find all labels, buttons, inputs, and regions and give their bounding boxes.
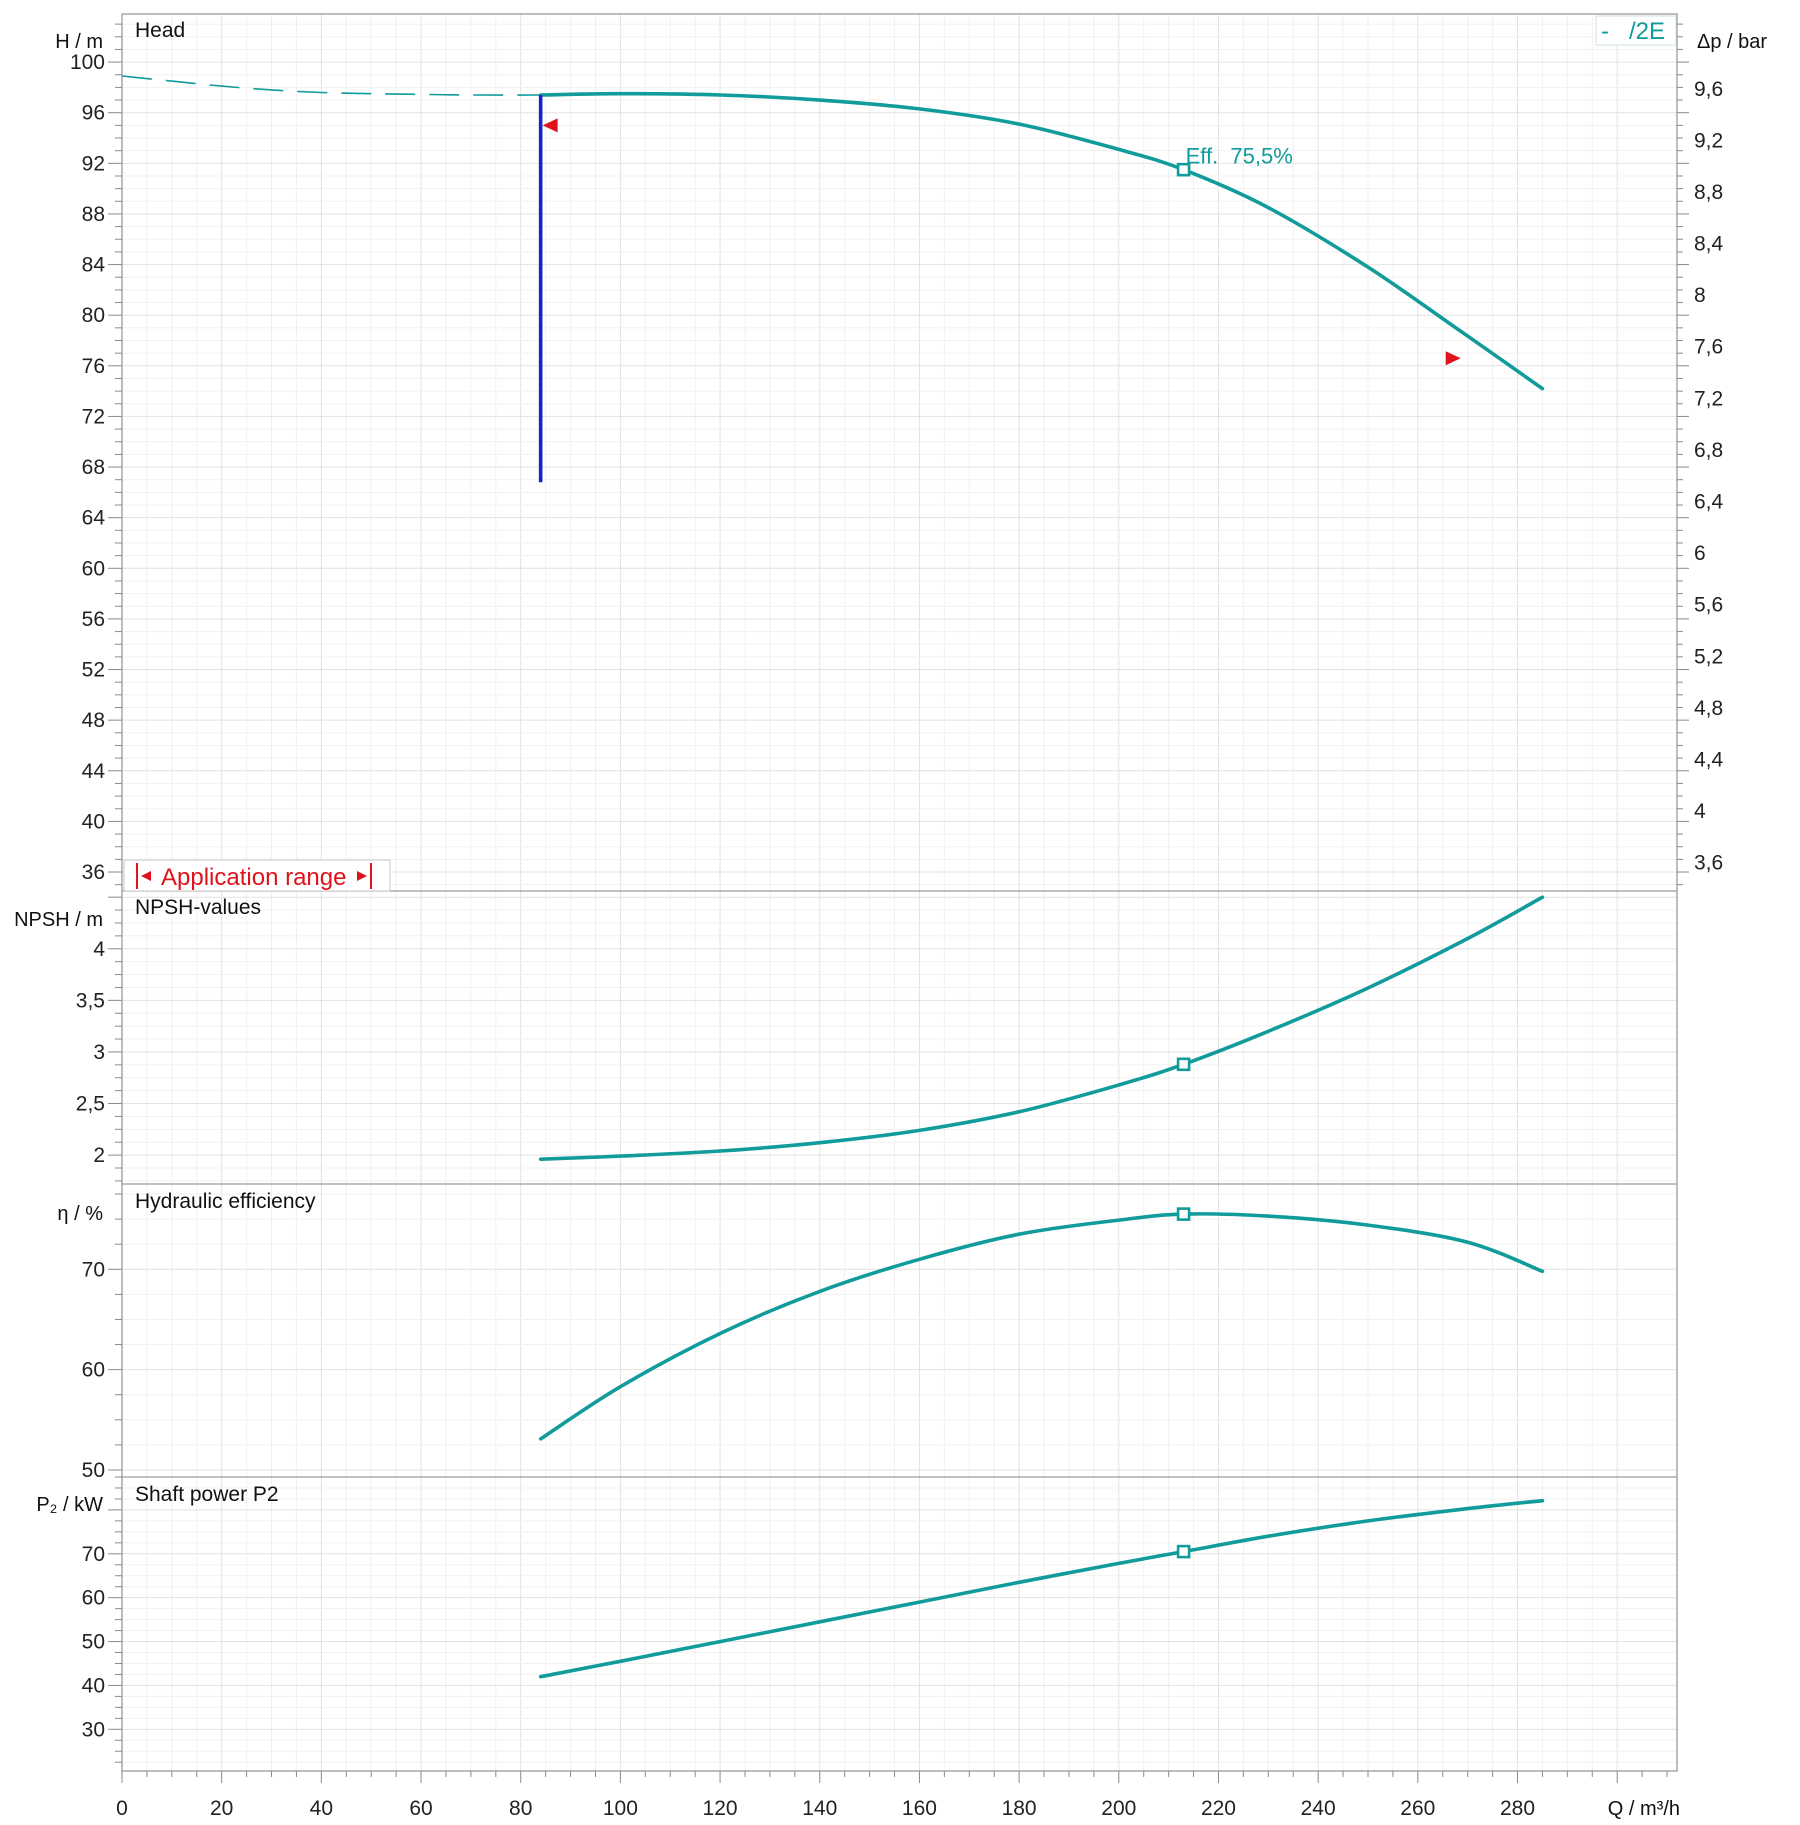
x-tick-label: 140 [802,1797,837,1820]
y2-tick-label: 6,4 [1694,491,1724,514]
y-tick-label-power: 70 [82,1543,105,1566]
y-axis-label-npsh: NPSH / m [14,909,103,931]
y2-tick-label: 4 [1694,800,1706,823]
efficiency-annotation: Eff. 75,5% [1186,144,1293,169]
y-tick-label-npsh: 3 [93,1041,105,1064]
operating-point-marker-power [1176,1544,1191,1559]
y-tick-label-npsh: 2 [93,1144,105,1167]
y-axis-label-power: P₂ / kW [36,1494,103,1516]
y2-tick-label: 5,6 [1694,594,1723,617]
y2-tick-label: 7,6 [1694,336,1723,359]
x-tick-label: 100 [603,1797,638,1820]
y-tick-label-head: 80 [82,304,105,327]
y-tick-label-npsh: 4 [93,938,105,961]
y-axis-label-head: H / m [55,31,103,53]
application-range-arrow-right-icon [357,871,367,881]
y2-tick-label: 3,6 [1694,852,1723,875]
operating-point-marker-head [1176,162,1191,177]
y-tick-label-power: 60 [82,1587,105,1610]
x-tick-label: 120 [703,1797,738,1820]
y-tick-label-efficiency: 50 [82,1459,105,1482]
y-tick-label-head: 96 [82,102,105,125]
range-marker-left-icon [542,118,558,133]
y-tick-label-npsh: 3,5 [76,989,105,1012]
y2-tick-label: 4,8 [1694,697,1723,720]
x-tick-label: 240 [1301,1797,1336,1820]
panel-title-power: Shaft power P2 [135,1483,279,1506]
y-tick-label-head: 64 [82,507,106,530]
legend-entry: - /2E [1601,18,1665,45]
y-tick-label-power: 50 [82,1631,105,1654]
y2-tick-label: 8 [1694,284,1706,307]
y2-tick-label: 8,4 [1694,233,1724,256]
axes: 100969288848076726864605652484440369,69,… [70,23,1724,1820]
y-tick-label-head: 56 [82,608,105,631]
x-tick-label: 0 [116,1797,128,1820]
x-tick-label: 180 [1002,1797,1037,1820]
y-tick-label-head: 100 [70,51,105,74]
application-range-label: Application range [161,864,346,891]
x-tick-label: 200 [1101,1797,1136,1820]
series-line-efficiency [538,1212,1545,1441]
y-tick-label-head: 92 [82,152,105,175]
y-tick-label-head: 72 [82,405,105,428]
y-axis-label-efficiency: η / % [57,1203,103,1225]
x-tick-label: 20 [210,1797,233,1820]
operating-point-marker-efficiency [1176,1207,1191,1221]
y2-tick-label: 4,4 [1694,748,1724,771]
application-range-arrow-left-icon [141,871,151,881]
y2-tick-label: 6,8 [1694,439,1723,462]
panel-title-head: Head [135,19,185,42]
operating-point-marker-npsh [1176,1057,1191,1072]
x-axis-label: Q / m³/h [1608,1798,1680,1820]
x-tick-label: 260 [1400,1797,1435,1820]
x-tick-label: 80 [509,1797,532,1820]
y-tick-label-head: 88 [82,203,105,226]
y2-tick-label: 9,2 [1694,129,1723,152]
y2-tick-label: 8,8 [1694,181,1723,204]
legend-box [1595,15,1677,46]
y-tick-label-head: 52 [82,659,105,682]
x-tick-label: 40 [310,1797,333,1820]
series-line-npsh [538,895,1545,1161]
y-tick-label-efficiency: 70 [82,1258,105,1281]
x-tick-label: 160 [902,1797,937,1820]
y-tick-label-power: 40 [82,1674,105,1697]
x-tick-label: 220 [1201,1797,1236,1820]
series-line-head [538,91,1545,391]
panel-title-efficiency: Hydraulic efficiency [135,1190,316,1213]
y-tick-label-head: 40 [82,810,105,833]
application-range-box [123,859,391,892]
y2-tick-label: 7,2 [1694,387,1723,410]
y2-axis-label-pressure: Δp / bar [1697,31,1767,53]
y-tick-label-power: 30 [82,1718,105,1741]
x-tick-label: 60 [409,1797,432,1820]
y-tick-label-head: 60 [82,557,105,580]
y2-tick-label: 5,2 [1694,645,1723,668]
y-tick-label-head: 48 [82,709,105,732]
y-tick-label-head: 36 [82,861,105,884]
y2-tick-label: 6 [1694,542,1706,565]
range-marker-right-icon [1445,351,1461,366]
grid [121,14,1677,1771]
x-tick-label: 280 [1500,1797,1535,1820]
overlays: Head NPSH-values Hydraulic efficiency Sh… [14,15,1767,1820]
series-line-head-extrapolated [121,75,541,96]
panel-title-npsh: NPSH-values [135,896,261,919]
y-tick-label-efficiency: 60 [82,1359,105,1382]
series [121,75,1545,1679]
y2-tick-label: 9,6 [1694,78,1723,101]
series-line-power [538,1498,1545,1679]
y-tick-label-head: 44 [82,760,106,783]
y-tick-label-head: 84 [82,254,106,277]
y-tick-label-npsh: 2,5 [76,1093,105,1116]
y-tick-label-head: 68 [82,456,105,479]
plot-frame [121,13,1678,1772]
y-tick-label-head: 76 [82,355,105,378]
